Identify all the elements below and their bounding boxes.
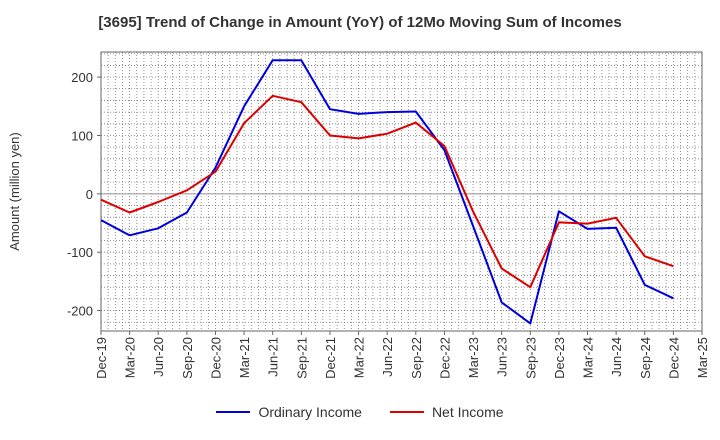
x-tick-label: Mar-23: [466, 337, 481, 378]
series-line-net-income: [100, 94, 674, 289]
x-tick-label: Dec-24: [666, 337, 681, 379]
x-tick-label: Jun-21: [266, 337, 281, 377]
x-tick-label: Sep-22: [409, 337, 424, 379]
x-axis-ticks: Dec-19 Mar-20 Jun-20 Sep-20 Dec-20 Mar-21 Jun-…: [94, 331, 710, 379]
x-tick-label: Dec-19: [94, 337, 109, 379]
x-tick-label: Mar-25: [695, 337, 710, 378]
legend-swatch: [216, 411, 251, 413]
legend-item: Ordinary Income: [216, 404, 362, 420]
x-tick-label: Sep-21: [294, 337, 309, 379]
y-tick-label: -100: [67, 245, 93, 260]
x-tick-label: Jun-20: [151, 337, 166, 377]
x-tick-label: Jun-24: [609, 337, 624, 377]
x-tick-label: Dec-22: [437, 337, 452, 379]
x-tick-label: Dec-21: [323, 337, 338, 379]
y-tick-label: 0: [86, 187, 93, 202]
legend-swatch: [389, 411, 424, 413]
x-tick-label: Dec-20: [208, 337, 223, 379]
series-lines: [100, 59, 674, 325]
legend-label: Net Income: [431, 404, 504, 420]
x-tick-label: Sep-23: [523, 337, 538, 379]
x-tick-label: Jun-22: [380, 337, 395, 377]
x-tick-label: Mar-22: [352, 337, 367, 378]
y-tick-label: 100: [71, 128, 93, 143]
y-tick-label: -200: [67, 304, 93, 319]
legend-item: Net Income: [389, 404, 504, 420]
x-tick-label: Sep-20: [180, 337, 195, 379]
y-axis-label: Amount (million yen): [7, 132, 22, 251]
x-tick-label: Mar-20: [123, 337, 138, 378]
plot-border: [100, 51, 703, 332]
legend: Ordinary Income Net Income: [0, 404, 720, 420]
x-tick-label: Jun-23: [495, 337, 510, 377]
x-tick-label: Mar-24: [581, 337, 596, 378]
x-tick-label: Mar-21: [237, 337, 252, 378]
x-tick-label: Dec-23: [552, 337, 567, 379]
y-tick-label: 200: [71, 70, 93, 85]
y-axis-ticks: 200 100 0 -100 -200: [67, 70, 101, 319]
chart-title: [3695] Trend of Change in Amount (YoY) o…: [98, 14, 622, 31]
legend-label: Ordinary Income: [258, 404, 362, 420]
x-tick-label: Sep-24: [638, 337, 653, 379]
